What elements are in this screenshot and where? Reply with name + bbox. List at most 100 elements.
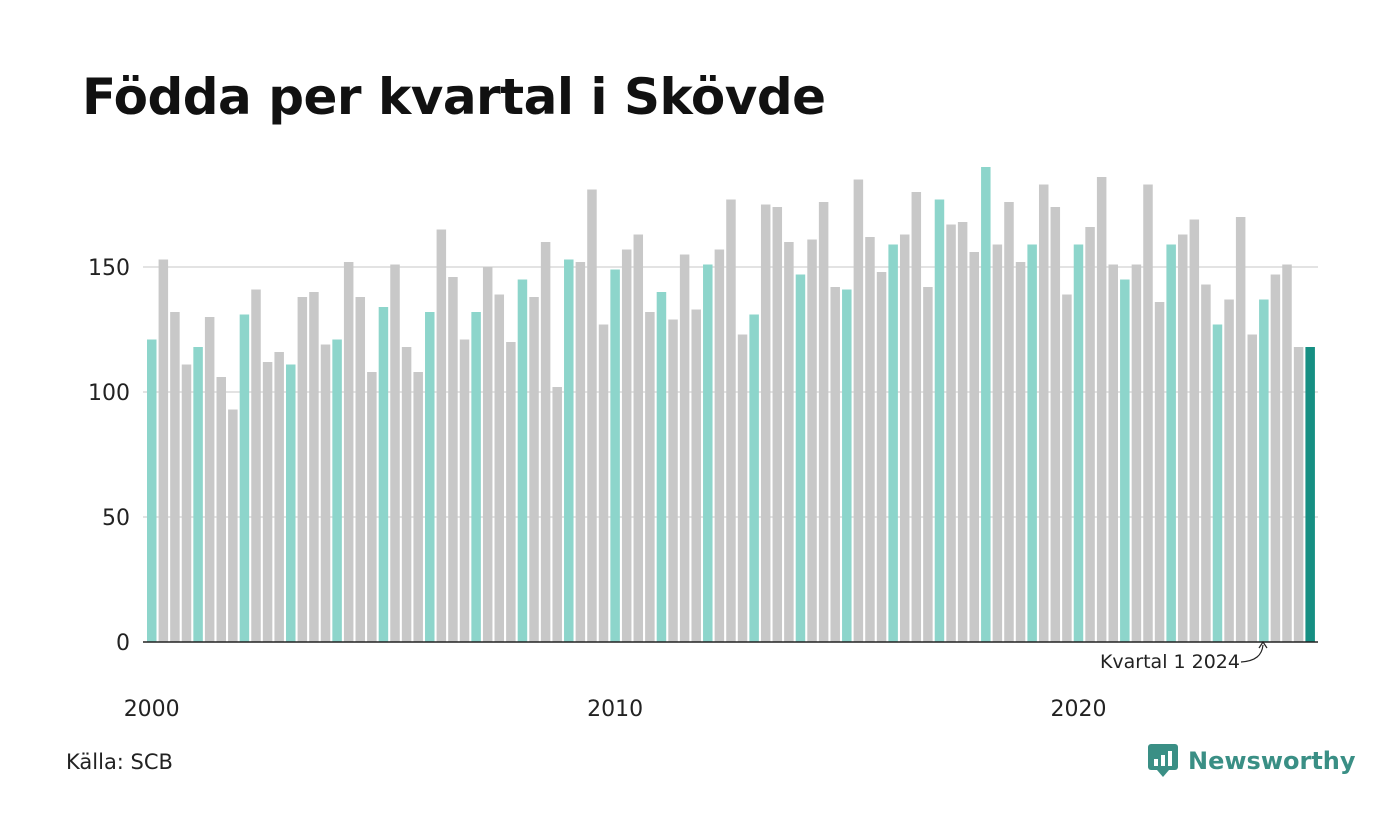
bars bbox=[147, 167, 1315, 642]
bar bbox=[286, 364, 296, 642]
bar bbox=[1270, 274, 1281, 642]
bar bbox=[1293, 347, 1304, 642]
bar bbox=[459, 339, 470, 642]
bar bbox=[309, 292, 319, 642]
bar bbox=[540, 242, 551, 642]
bar bbox=[378, 307, 389, 642]
bar bbox=[1305, 347, 1315, 642]
bar bbox=[946, 224, 956, 642]
bar bbox=[1189, 219, 1200, 642]
bar bbox=[934, 199, 945, 642]
bar bbox=[1096, 177, 1107, 642]
bar bbox=[413, 372, 423, 642]
bar bbox=[842, 289, 852, 642]
bar bbox=[923, 287, 933, 642]
bar bbox=[239, 314, 250, 642]
bar bbox=[147, 339, 157, 642]
bar bbox=[911, 192, 922, 642]
bar bbox=[170, 312, 180, 642]
bar bbox=[969, 252, 979, 642]
bar bbox=[251, 289, 261, 642]
bar bbox=[981, 167, 991, 642]
bar bbox=[1235, 217, 1246, 642]
bar bbox=[1166, 244, 1176, 642]
y-tick-label: 0 bbox=[116, 631, 130, 656]
bar bbox=[587, 189, 597, 642]
newsworthy-logo-icon bbox=[1148, 744, 1178, 777]
bar bbox=[216, 377, 226, 642]
bar bbox=[390, 264, 400, 642]
bar bbox=[714, 249, 725, 642]
bar bbox=[343, 262, 354, 642]
bar bbox=[899, 234, 910, 642]
bar bbox=[818, 202, 829, 642]
annotation-arrowhead bbox=[1258, 640, 1268, 649]
bar bbox=[1038, 184, 1049, 642]
bar bbox=[1131, 264, 1142, 642]
brand-logo: Newsworthy bbox=[1148, 744, 1356, 778]
bar bbox=[772, 207, 783, 642]
source-note: Källa: SCB bbox=[66, 750, 173, 774]
bar bbox=[158, 259, 169, 642]
x-tick-label: 2020 bbox=[1051, 697, 1107, 722]
y-tick-label: 50 bbox=[102, 506, 130, 531]
bar bbox=[668, 319, 678, 642]
bar bbox=[436, 229, 447, 642]
bar bbox=[691, 309, 701, 642]
bar bbox=[633, 234, 644, 642]
y-tick-label: 150 bbox=[88, 256, 130, 281]
bar bbox=[482, 267, 493, 642]
bar bbox=[703, 264, 713, 642]
y-tick-labels: 0 50 100 150 bbox=[88, 256, 130, 656]
bar bbox=[1259, 299, 1269, 642]
bar bbox=[1154, 302, 1165, 642]
bar bbox=[228, 409, 238, 642]
bar bbox=[1177, 234, 1188, 642]
annotation: Kvartal 1 2024 bbox=[1100, 640, 1268, 673]
bar bbox=[957, 222, 968, 642]
bar bbox=[1004, 202, 1014, 642]
bar bbox=[795, 274, 806, 642]
bar bbox=[448, 277, 458, 642]
bar bbox=[517, 279, 528, 642]
bar bbox=[204, 317, 215, 642]
bar bbox=[1282, 264, 1292, 642]
bar bbox=[471, 312, 481, 642]
x-tick-label: 2000 bbox=[124, 697, 180, 722]
bar bbox=[1027, 244, 1037, 642]
x-tick-labels: 2000 2010 2020 bbox=[124, 697, 1107, 722]
bar bbox=[181, 364, 192, 642]
bar bbox=[564, 259, 574, 642]
bar bbox=[1143, 184, 1153, 642]
bar bbox=[367, 372, 377, 642]
bar bbox=[749, 314, 759, 642]
bar bbox=[598, 324, 609, 642]
bar bbox=[575, 262, 586, 642]
bar bbox=[1108, 264, 1118, 642]
bar bbox=[297, 297, 308, 642]
bar bbox=[401, 347, 412, 642]
bar bbox=[645, 312, 655, 642]
bar bbox=[1201, 284, 1211, 642]
bar bbox=[853, 179, 864, 642]
y-tick-label: 100 bbox=[88, 381, 130, 406]
bar bbox=[656, 292, 667, 642]
x-tick-label: 2010 bbox=[587, 697, 643, 722]
brand-name: Newsworthy bbox=[1188, 747, 1356, 775]
bar bbox=[506, 342, 516, 642]
bar bbox=[1062, 294, 1072, 642]
bar bbox=[621, 249, 632, 642]
bar bbox=[529, 297, 539, 642]
bar bbox=[1015, 262, 1026, 642]
chart-title: Födda per kvartal i Skövde bbox=[82, 68, 826, 126]
annotation-arrow bbox=[1240, 644, 1264, 663]
bar bbox=[1247, 334, 1257, 642]
bar bbox=[737, 334, 748, 642]
bar bbox=[494, 294, 505, 642]
bar bbox=[830, 287, 840, 642]
bar bbox=[865, 237, 875, 642]
bar bbox=[332, 339, 342, 642]
bar bbox=[807, 239, 817, 642]
bar bbox=[1073, 244, 1084, 642]
annotation-label: Kvartal 1 2024 bbox=[1100, 651, 1240, 673]
